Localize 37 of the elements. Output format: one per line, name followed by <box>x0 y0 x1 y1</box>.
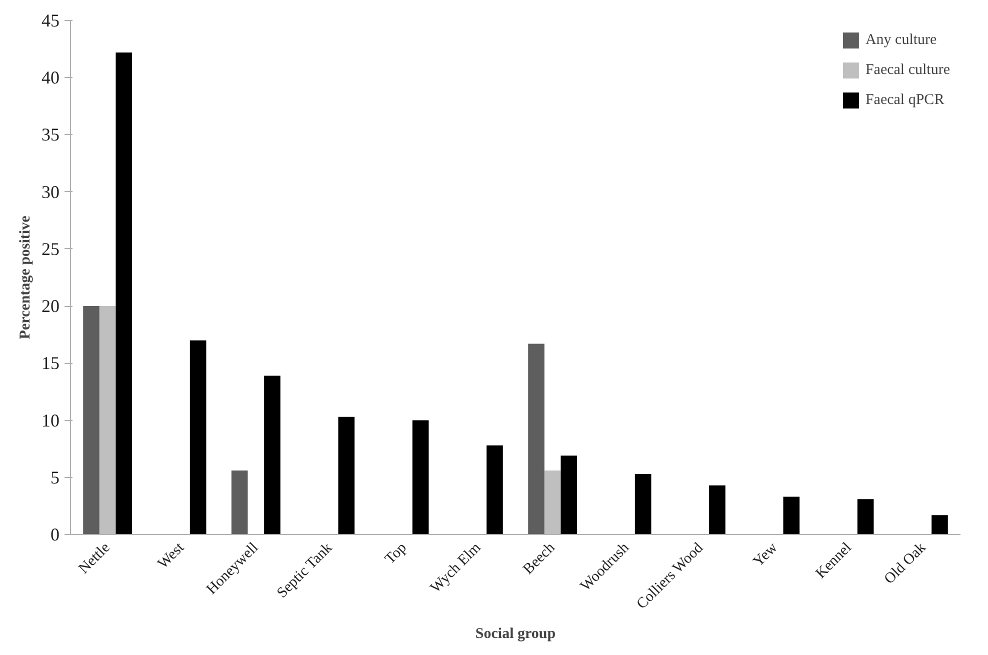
y-tick-label: 25 <box>42 238 60 259</box>
x-tick-label: Yew <box>750 540 781 570</box>
legend-label: Any culture <box>865 32 937 48</box>
x-axis-title: Social group <box>475 626 556 642</box>
y-tick-label: 45 <box>42 10 60 30</box>
legend-label: Faecal culture <box>865 62 950 78</box>
y-tick-label: 40 <box>42 68 60 88</box>
bar <box>709 485 726 534</box>
bar <box>634 474 652 534</box>
y-tick-label: 10 <box>42 410 60 430</box>
x-tick-label: West <box>155 539 188 572</box>
y-tick-label: 0 <box>50 524 60 544</box>
bar <box>231 470 248 534</box>
legend-label: Faecal qPCR <box>865 92 944 108</box>
bar <box>544 470 561 534</box>
bar <box>560 456 578 534</box>
bar <box>932 515 948 534</box>
bar <box>83 306 100 534</box>
y-tick-label: 15 <box>42 353 60 374</box>
bar <box>116 52 132 534</box>
x-tick-label: Old Oak <box>882 539 930 588</box>
bar <box>338 416 355 534</box>
y-tick-label: 20 <box>42 296 60 316</box>
y-tick-label: 35 <box>42 124 60 145</box>
y-tick-label: 30 <box>42 182 60 202</box>
y-axis-title: Percentage positive <box>18 215 34 340</box>
bar <box>783 496 800 534</box>
bar <box>190 340 206 534</box>
bar <box>857 499 874 534</box>
bar <box>486 445 503 534</box>
bar <box>412 420 429 534</box>
y-tick-label: 5 <box>50 467 60 488</box>
bar <box>528 344 544 534</box>
bar <box>264 376 280 534</box>
x-tick-label: Wych Elm <box>428 540 484 596</box>
bar <box>99 306 116 534</box>
x-tick-label: Top <box>382 540 410 568</box>
